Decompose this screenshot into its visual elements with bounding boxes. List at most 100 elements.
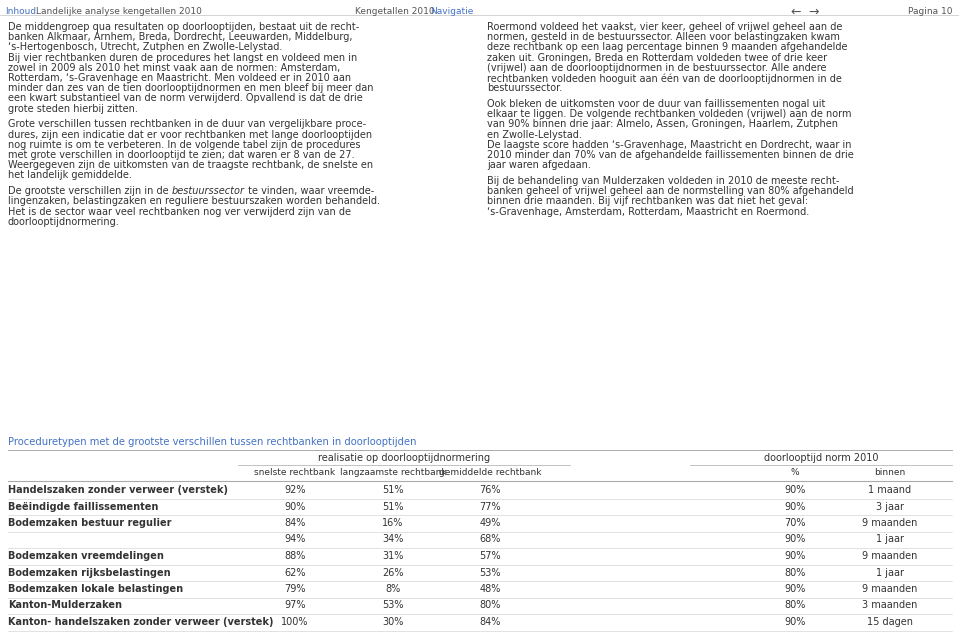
Text: 80%: 80% bbox=[784, 568, 806, 578]
Text: ‘s-Hertogenbosch, Utrecht, Zutphen en Zwolle-Lelystad.: ‘s-Hertogenbosch, Utrecht, Zutphen en Zw… bbox=[8, 42, 282, 52]
Text: ←: ← bbox=[790, 6, 801, 19]
Text: Grote verschillen tussen rechtbanken in de duur van vergelijkbare proce-: Grote verschillen tussen rechtbanken in … bbox=[8, 119, 366, 130]
Text: 15 dagen: 15 dagen bbox=[867, 617, 913, 627]
Text: Het is de sector waar veel rechtbanken nog ver verwijderd zijn van de: Het is de sector waar veel rechtbanken n… bbox=[8, 207, 351, 217]
Text: 34%: 34% bbox=[383, 535, 404, 545]
Text: dures, zijn een indicatie dat er voor rechtbanken met lange doorlooptijden: dures, zijn een indicatie dat er voor re… bbox=[8, 130, 372, 140]
Text: 100%: 100% bbox=[281, 617, 309, 627]
Text: 90%: 90% bbox=[784, 617, 806, 627]
Text: 90%: 90% bbox=[784, 584, 806, 594]
Text: Weergegeven zijn de uitkomsten van de traagste rechtbank, de snelste en: Weergegeven zijn de uitkomsten van de tr… bbox=[8, 160, 373, 170]
Text: realisatie op doorlooptijdnormering: realisatie op doorlooptijdnormering bbox=[318, 453, 490, 463]
Text: 76%: 76% bbox=[480, 485, 501, 495]
Text: 90%: 90% bbox=[784, 485, 806, 495]
Text: 3 maanden: 3 maanden bbox=[862, 600, 918, 611]
Text: Roermond voldeed het vaakst, vier keer, geheel of vrijwel geheel aan de: Roermond voldeed het vaakst, vier keer, … bbox=[487, 22, 842, 32]
Text: 92%: 92% bbox=[284, 485, 306, 495]
Text: langzaamste rechtbank: langzaamste rechtbank bbox=[339, 468, 446, 477]
Text: 57%: 57% bbox=[480, 551, 501, 561]
Text: 51%: 51% bbox=[383, 485, 404, 495]
Text: 84%: 84% bbox=[284, 518, 306, 528]
Text: 70%: 70% bbox=[784, 518, 806, 528]
Text: te vinden, waar vreemde-: te vinden, waar vreemde- bbox=[245, 186, 374, 196]
Text: 30%: 30% bbox=[383, 617, 404, 627]
Text: %: % bbox=[790, 468, 799, 477]
Text: met grote verschillen in doorlooptijd te zien; dat waren er 8 van de 27.: met grote verschillen in doorlooptijd te… bbox=[8, 150, 355, 160]
Text: Ook bleken de uitkomsten voor de duur van faillissementen nogal uit: Ook bleken de uitkomsten voor de duur va… bbox=[487, 99, 826, 109]
Text: Kanton-Mulderzaken: Kanton-Mulderzaken bbox=[8, 600, 122, 611]
Text: 80%: 80% bbox=[480, 600, 501, 611]
Text: 79%: 79% bbox=[284, 584, 306, 594]
Text: Pagina 10: Pagina 10 bbox=[908, 7, 952, 16]
Text: 88%: 88% bbox=[284, 551, 306, 561]
Text: (vrijwel) aan de doorlooptijdnormen in de bestuurssector. Alle andere: (vrijwel) aan de doorlooptijdnormen in d… bbox=[487, 63, 827, 73]
Text: 90%: 90% bbox=[784, 535, 806, 545]
Text: jaar waren afgedaan.: jaar waren afgedaan. bbox=[487, 160, 591, 170]
Text: 1 jaar: 1 jaar bbox=[876, 568, 904, 578]
Text: lingenzaken, belastingzaken en reguliere bestuurszaken worden behandeld.: lingenzaken, belastingzaken en reguliere… bbox=[8, 197, 380, 207]
Text: 90%: 90% bbox=[784, 502, 806, 511]
Text: 90%: 90% bbox=[284, 502, 306, 511]
Text: 9 maanden: 9 maanden bbox=[862, 551, 918, 561]
Text: Bij de behandeling van Mulderzaken voldeden in 2010 de meeste recht-: Bij de behandeling van Mulderzaken volde… bbox=[487, 176, 839, 186]
Text: 2010 minder dan 70% van de afgehandelde faillissementen binnen de drie: 2010 minder dan 70% van de afgehandelde … bbox=[487, 150, 854, 160]
Text: 53%: 53% bbox=[480, 568, 501, 578]
Text: bestuurssector.: bestuurssector. bbox=[487, 83, 562, 93]
Text: De grootste verschillen zijn in de: De grootste verschillen zijn in de bbox=[8, 186, 172, 196]
Text: grote steden hierbij zitten.: grote steden hierbij zitten. bbox=[8, 104, 138, 114]
Text: banken geheel of vrijwel geheel aan de normstelling van 80% afgehandeld: banken geheel of vrijwel geheel aan de n… bbox=[487, 186, 854, 196]
Text: binnen: binnen bbox=[875, 468, 905, 477]
Text: 90%: 90% bbox=[784, 551, 806, 561]
Text: 80%: 80% bbox=[784, 600, 806, 611]
Text: Kanton- handelszaken zonder verweer (verstek): Kanton- handelszaken zonder verweer (ver… bbox=[8, 617, 273, 627]
Text: zaken uit. Groningen, Breda en Rotterdam voldeden twee of drie keer: zaken uit. Groningen, Breda en Rotterdam… bbox=[487, 52, 827, 63]
Text: 84%: 84% bbox=[480, 617, 501, 627]
Text: 49%: 49% bbox=[480, 518, 501, 528]
Text: Kengetallen 2010: Kengetallen 2010 bbox=[355, 7, 434, 16]
Text: 9 maanden: 9 maanden bbox=[862, 584, 918, 594]
Text: gemiddelde rechtbank: gemiddelde rechtbank bbox=[439, 468, 541, 477]
Text: banken Alkmaar, Arnhem, Breda, Dordrecht, Leeuwarden, Middelburg,: banken Alkmaar, Arnhem, Breda, Dordrecht… bbox=[8, 32, 353, 42]
Text: nog ruimte is om te verbeteren. In de volgende tabel zijn de procedures: nog ruimte is om te verbeteren. In de vo… bbox=[8, 140, 361, 150]
Text: en Zwolle-Lelystad.: en Zwolle-Lelystad. bbox=[487, 130, 582, 140]
Text: 8%: 8% bbox=[386, 584, 401, 594]
Text: zowel in 2009 als 2010 het minst vaak aan de normen: Amsterdam,: zowel in 2009 als 2010 het minst vaak aa… bbox=[8, 63, 340, 73]
Text: 48%: 48% bbox=[480, 584, 501, 594]
Text: het landelijk gemiddelde.: het landelijk gemiddelde. bbox=[8, 171, 132, 180]
Text: 16%: 16% bbox=[383, 518, 404, 528]
Text: Bodemzaken lokale belastingen: Bodemzaken lokale belastingen bbox=[8, 584, 183, 594]
Text: deze rechtbank op een laag percentage binnen 9 maanden afgehandelde: deze rechtbank op een laag percentage bi… bbox=[487, 42, 848, 52]
Text: 53%: 53% bbox=[383, 600, 404, 611]
Text: 1 jaar: 1 jaar bbox=[876, 535, 904, 545]
Text: minder dan zes van de tien doorlooptijdnormen en men bleef bij meer dan: minder dan zes van de tien doorlooptijdn… bbox=[8, 83, 373, 93]
Text: 51%: 51% bbox=[383, 502, 404, 511]
Text: normen, gesteld in de bestuurssector. Alleen voor belastingzaken kwam: normen, gesteld in de bestuurssector. Al… bbox=[487, 32, 840, 42]
Text: van 90% binnen drie jaar: Almelo, Assen, Groningen, Haarlem, Zutphen: van 90% binnen drie jaar: Almelo, Assen,… bbox=[487, 119, 838, 130]
Text: De middengroep qua resultaten op doorlooptijden, bestaat uit de recht-: De middengroep qua resultaten op doorloo… bbox=[8, 22, 360, 32]
Text: 97%: 97% bbox=[284, 600, 306, 611]
Text: Bij vier rechtbanken duren de procedures het langst en voldeed men in: Bij vier rechtbanken duren de procedures… bbox=[8, 52, 358, 63]
Text: bestuurssector: bestuurssector bbox=[172, 186, 245, 196]
Text: binnen drie maanden. Bij vijf rechtbanken was dat niet het geval:: binnen drie maanden. Bij vijf rechtbanke… bbox=[487, 197, 808, 207]
Text: doorlooptijd norm 2010: doorlooptijd norm 2010 bbox=[763, 453, 878, 463]
Text: 9 maanden: 9 maanden bbox=[862, 518, 918, 528]
Text: Navigatie: Navigatie bbox=[430, 7, 474, 16]
Text: Bodemzaken rijksbelastingen: Bodemzaken rijksbelastingen bbox=[8, 568, 171, 578]
Text: Beëindigde faillissementen: Beëindigde faillissementen bbox=[8, 502, 158, 511]
Text: Inhoud: Inhoud bbox=[5, 7, 36, 16]
Text: 1 maand: 1 maand bbox=[869, 485, 912, 495]
Text: →: → bbox=[808, 6, 818, 19]
Text: 77%: 77% bbox=[480, 502, 501, 511]
Text: Bodemzaken bestuur regulier: Bodemzaken bestuur regulier bbox=[8, 518, 172, 528]
Text: een kwart substantieel van de norm verwijderd. Opvallend is dat de drie: een kwart substantieel van de norm verwi… bbox=[8, 94, 363, 104]
Text: 62%: 62% bbox=[284, 568, 306, 578]
Text: Rotterdam, ‘s-Gravenhage en Maastricht. Men voldeed er in 2010 aan: Rotterdam, ‘s-Gravenhage en Maastricht. … bbox=[8, 73, 351, 83]
Text: rechtbanken voldeden hooguit aan één van de doorlooptijdnormen in de: rechtbanken voldeden hooguit aan één van… bbox=[487, 73, 842, 83]
Text: 26%: 26% bbox=[383, 568, 404, 578]
Text: De laagste score hadden ‘s-Gravenhage, Maastricht en Dordrecht, waar in: De laagste score hadden ‘s-Gravenhage, M… bbox=[487, 140, 852, 150]
Text: Proceduretypen met de grootste verschillen tussen rechtbanken in doorlooptijden: Proceduretypen met de grootste verschill… bbox=[8, 437, 416, 447]
Text: 94%: 94% bbox=[284, 535, 306, 545]
Text: elkaar te liggen. De volgende rechtbanken voldeden (vrijwel) aan de norm: elkaar te liggen. De volgende rechtbanke… bbox=[487, 109, 852, 119]
Text: Handelszaken zonder verweer (verstek): Handelszaken zonder verweer (verstek) bbox=[8, 485, 228, 495]
Text: Landelijke analyse kengetallen 2010: Landelijke analyse kengetallen 2010 bbox=[36, 7, 202, 16]
